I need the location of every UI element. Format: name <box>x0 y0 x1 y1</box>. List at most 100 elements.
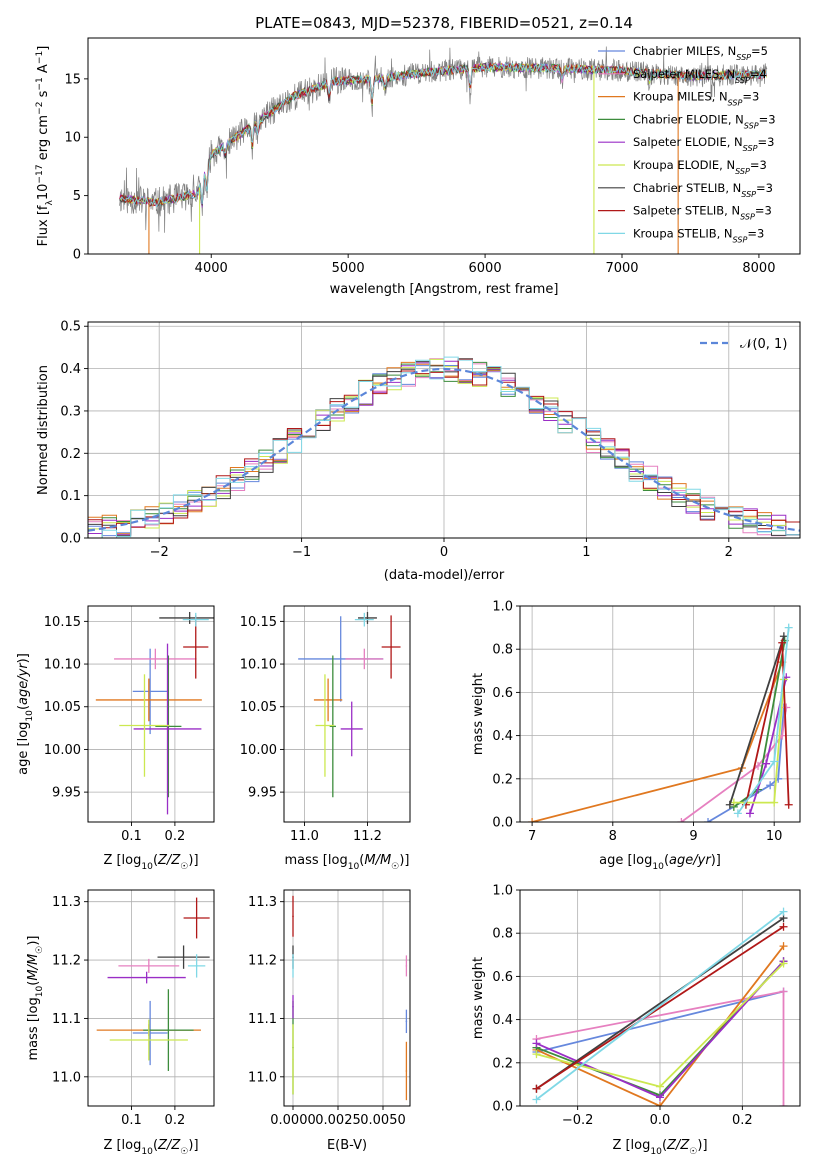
x-tick-label: 0.2 <box>165 829 186 844</box>
panel-weight-vs-age: 7 8 9 10 0.0 0.2 0.4 0.6 0.8 1.0 age [log10(age/yr… <box>471 600 801 872</box>
x-tick-label: 8 <box>609 829 617 844</box>
axes-frame <box>87 321 801 539</box>
data-point <box>292 1058 294 1061</box>
axes-frame <box>519 889 801 1107</box>
x-tick-label: 0.1 <box>121 1113 142 1128</box>
plot-area <box>528 623 793 822</box>
weight-line <box>535 917 785 1090</box>
y-tick-label: 11.1 <box>248 1012 277 1027</box>
legend-entry: Chabrier STELIB, NSSP=3 <box>633 181 773 199</box>
data-point <box>148 965 150 967</box>
y-axis-label: mass weight <box>471 673 486 755</box>
weight-marker <box>779 922 788 931</box>
y-tick-label: 11.2 <box>248 954 277 969</box>
weight-marker <box>532 1039 541 1048</box>
y-tick-label: 10.10 <box>44 658 81 673</box>
x-axis-label: age [log10(age/yr)] <box>599 853 721 872</box>
y-tick-label: 0 <box>73 248 81 263</box>
x-tick-label: 10 <box>766 829 783 844</box>
panel-mass-vs-EBV: 0.0000 0.0025 0.0050 11.0 11.1 11.2 11.3 E(B-V) <box>248 889 411 1153</box>
y-tick-label: 10.05 <box>44 700 81 715</box>
y-tick-label: 15 <box>64 72 81 87</box>
y-tick-label: 9.95 <box>52 786 81 801</box>
data-point <box>154 658 157 660</box>
y-axis-label: Flux [fλ10−17 erg cm−2 s−1 A−1] <box>35 46 55 247</box>
weight-marker <box>779 907 788 916</box>
weight-line <box>536 990 784 1053</box>
y-tick-label: 10 <box>64 131 81 146</box>
x-tick-label: 1 <box>582 545 590 560</box>
y-tick-label: 1.0 <box>492 600 513 615</box>
data-point <box>292 915 294 918</box>
y-tick-label: 11.0 <box>52 1070 81 1085</box>
x-tick-label: −1 <box>292 545 311 560</box>
legend-entry: Kroupa ELODIE, NSSP=3 <box>633 158 767 176</box>
data-point <box>327 699 329 701</box>
x-tick-label: −2 <box>150 545 169 560</box>
x-tick-label: 0.0025 <box>315 1113 361 1128</box>
x-axis-label: Z [log10(Z/Z☉)] <box>103 1138 198 1157</box>
x-tick-label: 0.2 <box>165 1113 186 1128</box>
weight-marker <box>779 987 788 996</box>
weight-marker <box>778 638 787 647</box>
y-tick-label: 0.3 <box>60 404 81 419</box>
weight-marker <box>762 759 771 768</box>
weight-marker <box>779 632 788 641</box>
x-axis-label: wavelength [Angstrom, rest frame] <box>330 282 559 297</box>
x-axis-label: (data-model)/error <box>384 568 505 583</box>
y-axis-label: Normed distribution <box>36 365 51 495</box>
plot-area <box>298 611 401 798</box>
x-tick-label: 11.0 <box>290 829 319 844</box>
x-tick-label: 2 <box>725 545 733 560</box>
data-point <box>195 917 198 919</box>
data-point <box>143 724 146 727</box>
weight-marker <box>784 623 793 632</box>
data-point <box>182 956 185 958</box>
weight-marker <box>532 1084 541 1093</box>
x-tick-label: 8000 <box>742 261 775 276</box>
model-spectrum-line <box>119 62 767 208</box>
data-point <box>195 965 198 967</box>
axes-frame <box>283 889 411 1107</box>
data-point <box>148 699 150 701</box>
data-point <box>339 658 342 660</box>
weight-marker <box>779 959 788 968</box>
weight-marker <box>677 818 686 822</box>
data-point <box>405 965 408 967</box>
data-point <box>363 658 366 660</box>
panel-age-vs-mass: 11.0 11.2 9.95 10.00 10.05 10.10 10.15 mass [lo… <box>240 605 411 872</box>
data-point <box>149 1032 151 1034</box>
weight-line <box>536 925 784 1090</box>
y-tick-label: 1.0 <box>492 884 513 899</box>
panel-spectrum: 4000 5000 6000 7000 8000 0 5 10 15 wavelength [An… <box>35 37 801 297</box>
y-tick-label: 0.5 <box>60 320 81 335</box>
y-axis-label: age [log10(age/yr)] <box>16 653 35 775</box>
data-point <box>148 1039 150 1041</box>
plot-area <box>95 611 214 815</box>
x-tick-label: 5000 <box>332 261 365 276</box>
y-tick-label: 0.1 <box>60 489 81 504</box>
legend-entry: Chabrier MILES, NSSP=5 <box>633 44 768 62</box>
x-tick-label: 6000 <box>469 261 502 276</box>
weight-marker <box>779 942 788 951</box>
data-point <box>366 617 369 619</box>
y-tick-label: 10.10 <box>240 658 277 673</box>
weight-marker <box>704 818 713 822</box>
y-axis-label: mass [log10(M/M☉)] <box>26 936 45 1061</box>
data-point <box>194 646 197 648</box>
weight-marker <box>656 1102 664 1106</box>
legend-entry: Kroupa MILES, NSSP=3 <box>633 90 759 108</box>
weight-marker <box>784 800 793 809</box>
data-point <box>167 1029 170 1031</box>
axes-frame <box>519 605 801 823</box>
data-point <box>149 690 151 693</box>
panel-age-vs-Z: 0.1 0.2 9.95 10.00 10.05 10.10 10.15 Z [log10(Z… <box>16 605 215 872</box>
plot-area <box>292 895 408 1101</box>
weight-marker <box>725 800 734 809</box>
legend-entry: 𝒩(0, 1) <box>740 337 787 352</box>
data-point <box>350 728 353 730</box>
data-point <box>292 965 294 967</box>
y-axis-label: mass weight <box>471 957 486 1039</box>
